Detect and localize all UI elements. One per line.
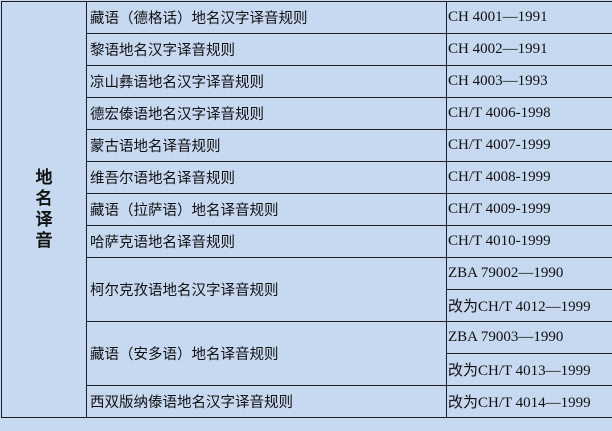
- table-row: 地名译音 藏语（德格话）地名汉字译音规则 CH 4001—1991: [1, 1, 612, 418]
- standard-code: CH/T 4009-1999: [446, 193, 612, 226]
- standard-name: 藏语（拉萨语）地名译音规则: [86, 193, 447, 226]
- standard-name: 哈萨克语地名译音规则: [86, 225, 447, 258]
- standard-name: 德宏傣语地名汉字译音规则: [86, 97, 447, 130]
- standard-code: CH 4001—1991: [446, 1, 612, 34]
- standard-code: ZBA 79003—1990: [446, 321, 612, 354]
- standard-code: CH/T 4010-1999: [446, 225, 612, 258]
- table-row: 柯尔克孜语地名汉字译音规则 ZBA 79002—1990: [2, 257, 612, 322]
- standard-name: 维吾尔语地名译音规则: [86, 161, 447, 194]
- table-row: 藏语（拉萨语）地名译音规则 CH/T 4009-1999: [2, 193, 612, 226]
- standard-code: CH 4002—1991: [446, 33, 612, 66]
- standard-code: CH 4003—1993: [446, 65, 612, 98]
- standard-name: 蒙古语地名译音规则: [86, 129, 447, 162]
- standard-name: 西双版纳傣语地名汉字译音规则: [86, 385, 447, 418]
- category-cell: 地名译音: [1, 1, 87, 418]
- table-row: 黎语地名汉字译音规则 CH 4002—1991: [2, 33, 612, 66]
- standard-name: 柯尔克孜语地名汉字译音规则: [86, 257, 447, 322]
- standard-name: 黎语地名汉字译音规则: [86, 33, 447, 66]
- table-row: 哈萨克语地名译音规则 CH/T 4010-1999: [2, 225, 612, 258]
- standard-code: 改为CH/T 4014—1999: [446, 385, 612, 418]
- standard-code: CH/T 4006-1998: [446, 97, 612, 130]
- standard-code: 改为CH/T 4012—1999: [446, 289, 612, 322]
- standard-name: 藏语（德格话）地名汉字译音规则: [86, 1, 447, 34]
- standard-name: 凉山彝语地名汉字译音规则: [86, 65, 447, 98]
- standard-code: ZBA 79002—1990: [446, 257, 612, 290]
- table-row: 凉山彝语地名汉字译音规则 CH 4003—1993: [2, 65, 612, 98]
- standard-code: CH/T 4007-1999: [446, 129, 612, 162]
- table-row: 维吾尔语地名译音规则 CH/T 4008-1999: [2, 161, 612, 194]
- category-label: 地名译音: [35, 167, 53, 251]
- table-row: 德宏傣语地名汉字译音规则 CH/T 4006-1998: [2, 97, 612, 130]
- table-row: 蒙古语地名译音规则 CH/T 4007-1999: [2, 129, 612, 162]
- standards-table: 地名译音 藏语（德格话）地名汉字译音规则 CH 4001—1991 黎语地名汉字译音规…: [1, 1, 612, 418]
- table-row: 改为CH/T 4012—1999: [2, 289, 612, 322]
- table-row: 西双版纳傣语地名汉字译音规则 改为CH/T 4014—1999: [2, 385, 612, 418]
- standard-name: 藏语（安多语）地名译音规则: [86, 321, 447, 386]
- standard-code: CH/T 4008-1999: [446, 161, 612, 194]
- table-row: 藏语（安多语）地名译音规则 ZBA 79003—1990: [2, 321, 612, 386]
- standard-code: 改为CH/T 4013—1999: [446, 353, 612, 386]
